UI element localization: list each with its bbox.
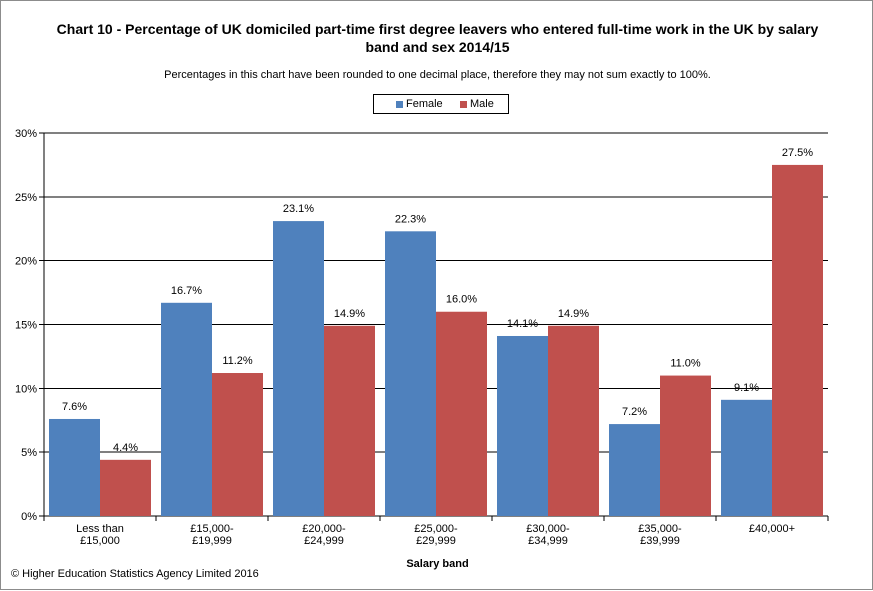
- bar-female: [161, 302, 212, 516]
- data-label: 9.1%: [734, 382, 759, 394]
- bar-female: [609, 424, 660, 516]
- y-tick-label: 10%: [15, 383, 37, 395]
- x-tick-label: £30,000-: [526, 523, 570, 535]
- y-tick-label: 5%: [21, 447, 37, 459]
- x-tick-label: £20,000-: [302, 523, 346, 535]
- bar-male: [436, 311, 487, 516]
- data-label: 7.2%: [622, 406, 647, 418]
- bar-female: [49, 418, 100, 516]
- data-label: 16.7%: [171, 285, 202, 297]
- legend-item-male: Male: [460, 98, 494, 110]
- chart-title: Chart 10 - Percentage of UK domiciled pa…: [56, 21, 819, 55]
- y-tick-label: 25%: [15, 192, 37, 204]
- y-tick-label: 20%: [15, 256, 37, 268]
- x-axis-title: Salary band: [406, 558, 469, 570]
- data-label: 23.1%: [283, 203, 314, 215]
- data-label: 14.9%: [334, 308, 365, 320]
- data-label: 7.6%: [62, 401, 87, 413]
- x-tick-label: £29,999: [416, 535, 456, 547]
- x-tick-label: £40,000+: [749, 523, 795, 535]
- y-tick-label: 0%: [21, 511, 37, 523]
- legend-swatch-male: [460, 100, 467, 108]
- data-label: 11.0%: [670, 358, 701, 370]
- data-label: 14.9%: [558, 308, 589, 320]
- bar-male: [212, 373, 263, 516]
- y-tick-label: 15%: [15, 320, 37, 332]
- x-tick-label: Less than: [76, 523, 124, 535]
- legend-label-male: Male: [470, 98, 494, 110]
- data-label: 14.1%: [507, 318, 538, 330]
- copyright-notice: © Higher Education Statistics Agency Lim…: [11, 568, 259, 580]
- x-tick-label: £25,000-: [414, 523, 458, 535]
- legend-swatch-female: [396, 100, 403, 108]
- data-label: 4.4%: [113, 442, 138, 454]
- chart-legend: Female Male: [373, 94, 509, 114]
- x-tick-label: £24,999: [304, 535, 344, 547]
- bar-male: [548, 325, 599, 516]
- data-label: 22.3%: [395, 213, 426, 225]
- bar-female: [385, 231, 436, 516]
- bar-male: [100, 459, 151, 516]
- x-tick-label: £19,999: [192, 535, 232, 547]
- bar-female: [497, 335, 548, 516]
- x-tick-label: £34,999: [528, 535, 568, 547]
- data-label: 27.5%: [782, 147, 813, 159]
- y-tick-label: 30%: [15, 128, 37, 140]
- bar-male: [772, 164, 823, 516]
- data-label: 11.2%: [222, 355, 253, 367]
- legend-label-female: Female: [406, 98, 443, 110]
- x-tick-label: £35,000-: [638, 523, 682, 535]
- x-tick-label: £39,999: [640, 535, 680, 547]
- bar-male: [660, 375, 711, 516]
- legend-item-female: Female: [396, 98, 443, 110]
- chart-subtitle: Percentages in this chart have been roun…: [164, 69, 711, 81]
- data-label: 16.0%: [446, 294, 477, 306]
- x-tick-label: £15,000-: [190, 523, 234, 535]
- bar-female: [273, 221, 324, 516]
- bar-female: [721, 399, 772, 516]
- bar-male: [324, 325, 375, 516]
- x-tick-label: £15,000: [80, 535, 120, 547]
